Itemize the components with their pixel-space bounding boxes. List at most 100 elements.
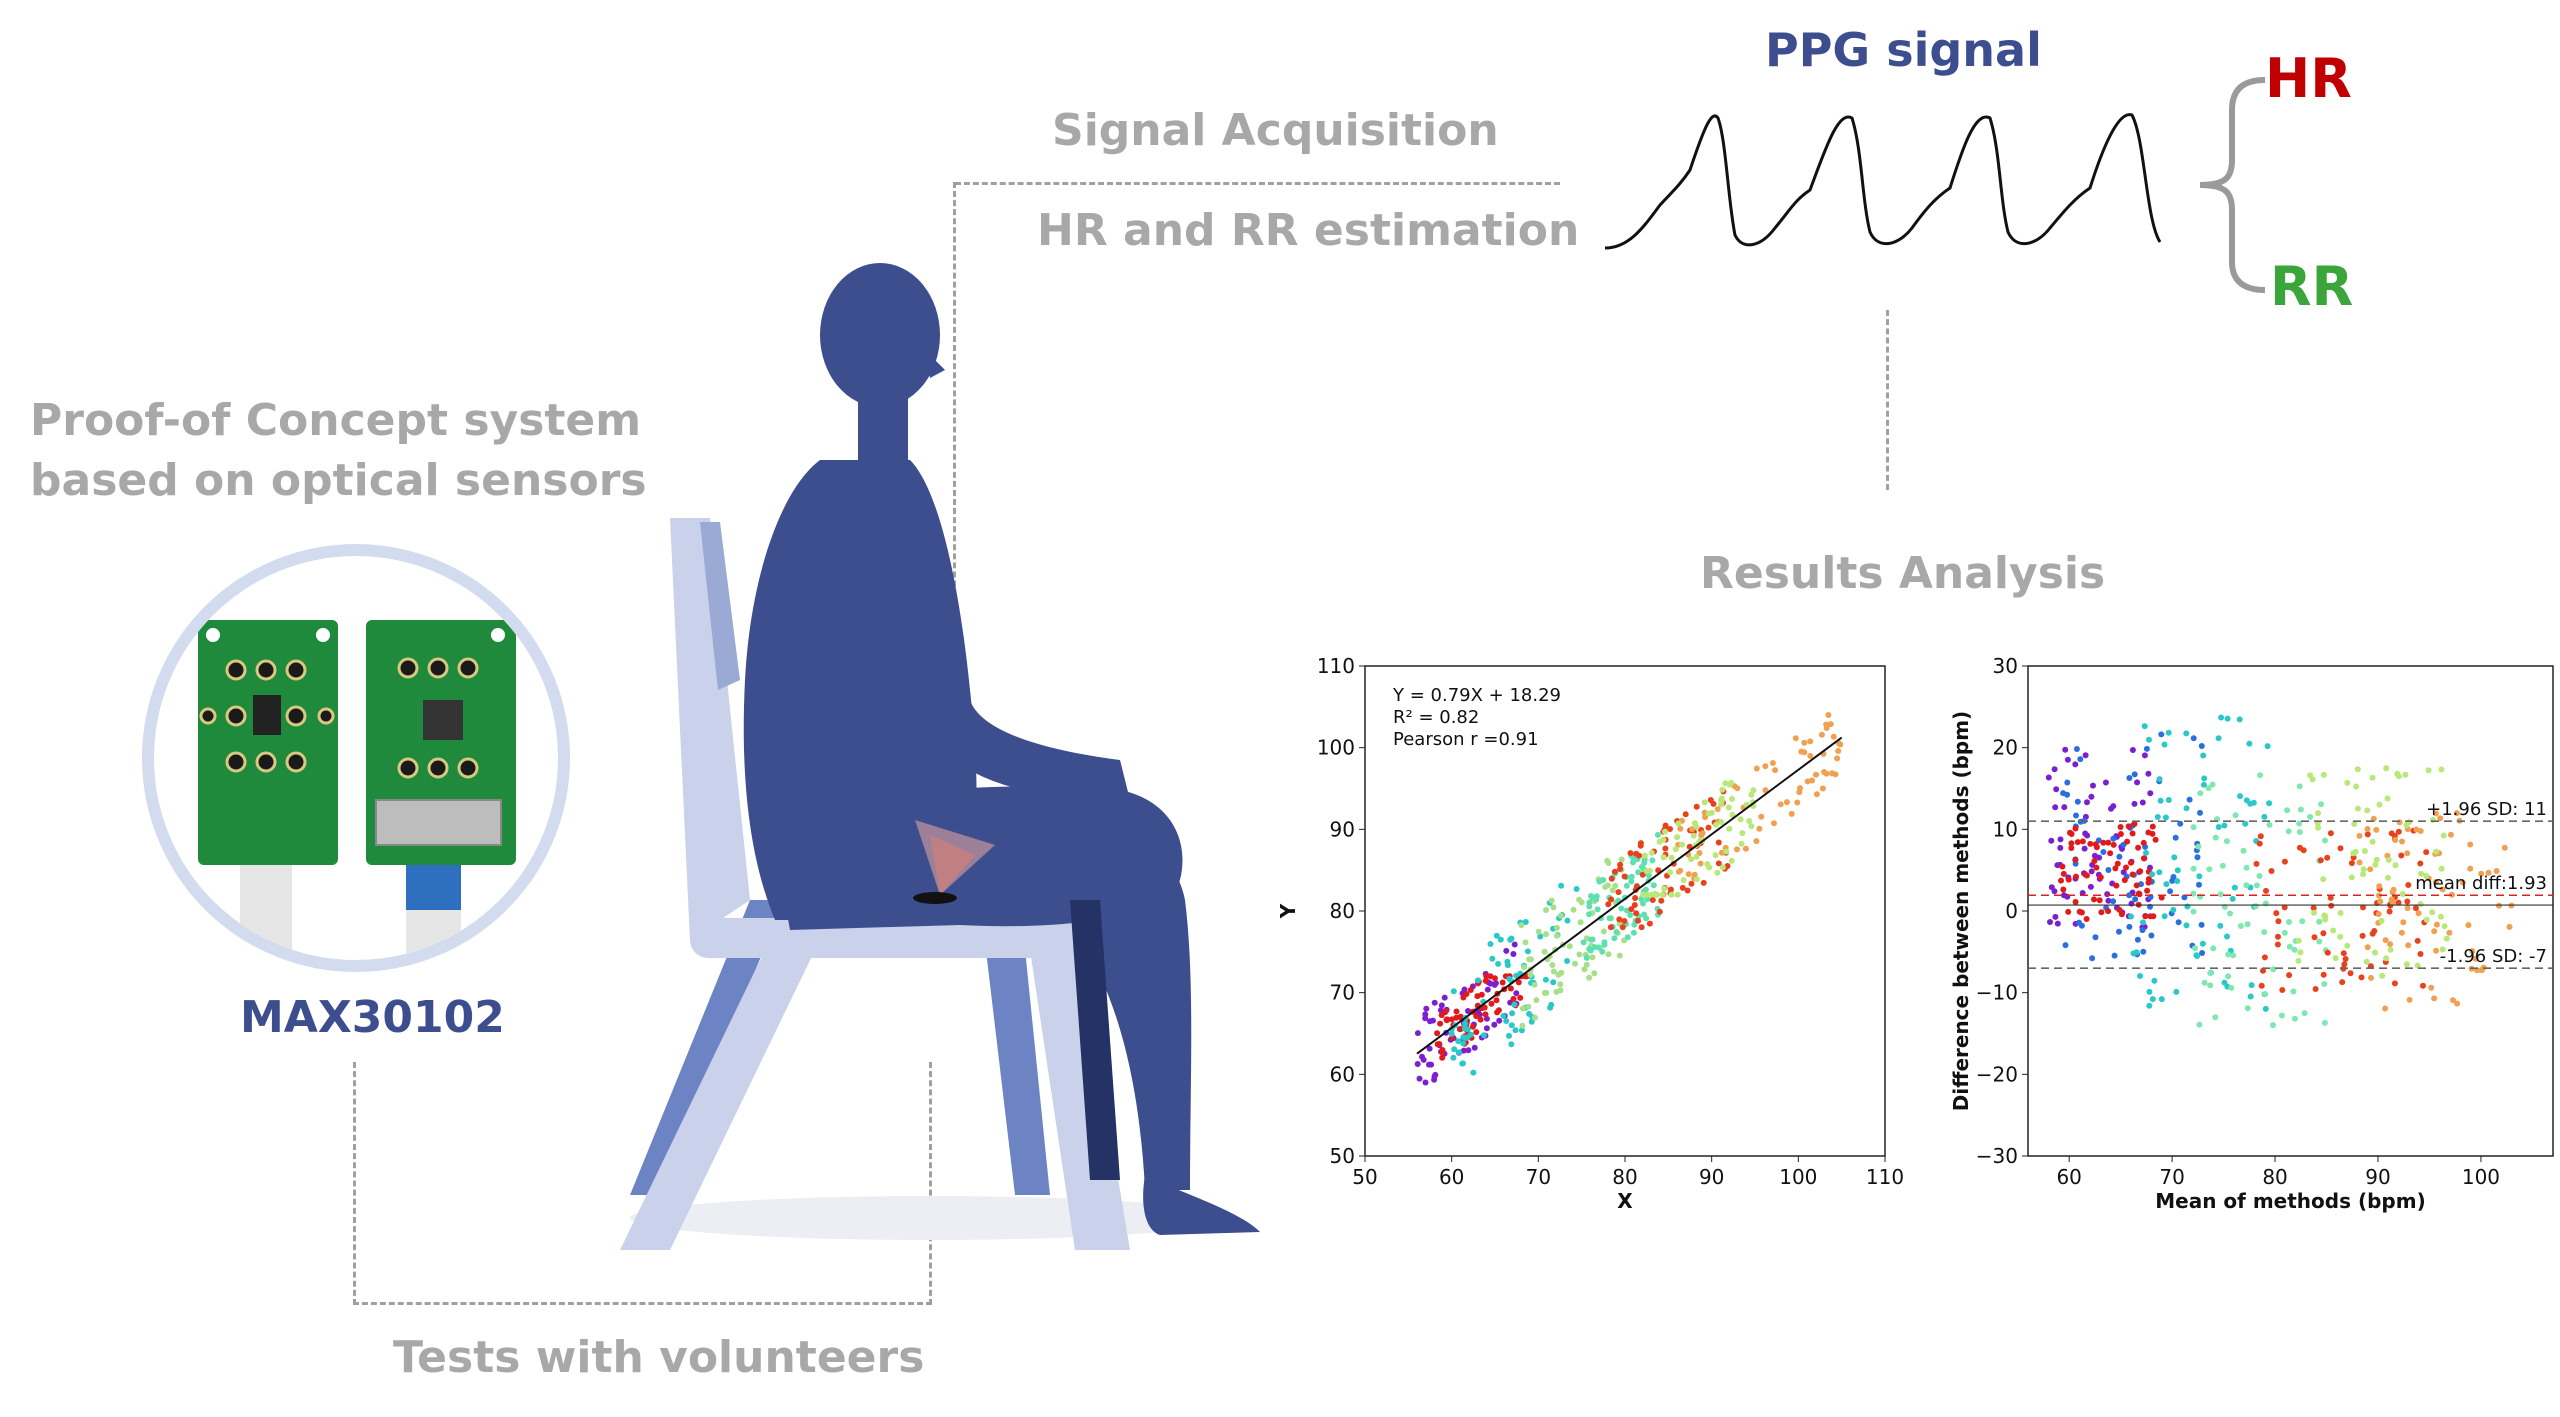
data-point xyxy=(2212,834,2219,841)
data-point xyxy=(2375,911,2382,917)
data-point xyxy=(2167,888,2174,895)
x-tick-label: 80 xyxy=(2262,1165,2287,1189)
data-point xyxy=(1500,1012,1507,1019)
data-point xyxy=(1628,873,1635,880)
data-point xyxy=(2140,839,2147,846)
data-point xyxy=(2227,910,2233,917)
data-point xyxy=(1576,896,1583,903)
data-point xyxy=(2395,773,2402,780)
data-point xyxy=(2364,826,2371,832)
data-point xyxy=(2439,946,2446,953)
data-point xyxy=(1587,947,1594,954)
data-point xyxy=(2201,979,2208,986)
data-point xyxy=(2105,908,2112,915)
data-point xyxy=(2246,740,2253,747)
data-point xyxy=(2144,887,2151,894)
data-point xyxy=(1416,1075,1423,1082)
data-point xyxy=(2250,799,2257,806)
signal-acquisition-label: Signal Acquisition xyxy=(1052,105,1499,156)
data-point xyxy=(2417,860,2424,867)
data-point xyxy=(2223,838,2230,845)
data-point xyxy=(2143,745,2150,752)
results-analysis-label: Results Analysis xyxy=(1700,548,2106,599)
data-point xyxy=(2414,962,2421,969)
data-point xyxy=(2125,823,2132,830)
data-point xyxy=(1525,1003,1532,1010)
data-point xyxy=(1522,919,1529,925)
data-point xyxy=(1783,799,1790,806)
data-point xyxy=(2156,869,2163,876)
data-point xyxy=(1633,850,1640,857)
data-point xyxy=(2478,870,2485,877)
data-point xyxy=(2047,919,2053,925)
data-point xyxy=(1467,987,1474,993)
data-point xyxy=(2147,790,2154,797)
data-point xyxy=(1723,848,1730,855)
data-point xyxy=(2158,731,2165,738)
data-point xyxy=(2196,1021,2203,1028)
y-tick-label: 110 xyxy=(1317,654,1355,678)
x-tick-label: 90 xyxy=(1699,1165,1724,1189)
data-point xyxy=(2423,872,2430,879)
data-point xyxy=(2321,1019,2328,1026)
data-point xyxy=(2383,765,2390,772)
data-point xyxy=(2383,955,2390,962)
data-point xyxy=(1550,979,1557,986)
data-point xyxy=(1422,1011,1429,1018)
data-point xyxy=(2129,830,2136,837)
data-point xyxy=(2064,756,2071,763)
data-point xyxy=(1656,838,1663,845)
data-point xyxy=(1679,884,1686,891)
data-point xyxy=(2296,820,2303,827)
data-point xyxy=(1621,873,1628,880)
data-point xyxy=(2217,891,2224,898)
data-point xyxy=(1495,960,1502,967)
data-point xyxy=(2074,798,2081,805)
data-point xyxy=(1550,968,1557,975)
data-point xyxy=(1437,1020,1444,1027)
data-point xyxy=(2433,947,2440,954)
data-point xyxy=(2404,898,2411,905)
data-point xyxy=(1456,1049,1462,1056)
x-tick-label: 80 xyxy=(1612,1165,1637,1189)
data-point xyxy=(2061,804,2068,811)
data-point xyxy=(2162,814,2169,821)
data-point xyxy=(1535,928,1542,935)
data-point xyxy=(2084,799,2090,806)
data-point xyxy=(2431,928,2438,935)
data-point xyxy=(2093,864,2100,871)
data-point xyxy=(2322,916,2328,923)
data-point xyxy=(2438,766,2445,773)
data-point xyxy=(2433,921,2440,928)
data-point xyxy=(1591,944,1598,950)
data-point xyxy=(2236,716,2243,723)
data-point xyxy=(2147,913,2154,920)
data-point xyxy=(2060,790,2067,797)
data-point xyxy=(1796,789,1803,796)
data-point xyxy=(2266,800,2273,807)
data-point xyxy=(1617,861,1624,868)
data-point xyxy=(2082,752,2089,759)
data-point xyxy=(2244,921,2251,928)
data-point xyxy=(1489,955,1496,962)
data-point xyxy=(1414,1061,1421,1067)
data-point xyxy=(1441,994,1448,1001)
data-point xyxy=(2450,997,2456,1004)
y-tick-label: −20 xyxy=(1976,1062,2018,1086)
data-point xyxy=(2420,982,2426,989)
y-tick-label: −10 xyxy=(1976,981,2018,1005)
data-point xyxy=(2372,861,2379,868)
data-point xyxy=(2261,929,2268,936)
data-point xyxy=(2190,824,2197,831)
data-point xyxy=(1548,897,1555,904)
data-point xyxy=(2387,946,2394,953)
data-point xyxy=(2406,996,2413,1003)
data-point xyxy=(2199,940,2206,947)
data-point xyxy=(2385,874,2391,881)
data-point xyxy=(2205,785,2212,792)
data-point xyxy=(2414,937,2421,944)
data-point xyxy=(2156,776,2163,783)
data-point xyxy=(2415,910,2422,917)
data-point xyxy=(1715,860,1722,867)
data-point xyxy=(2332,955,2339,962)
